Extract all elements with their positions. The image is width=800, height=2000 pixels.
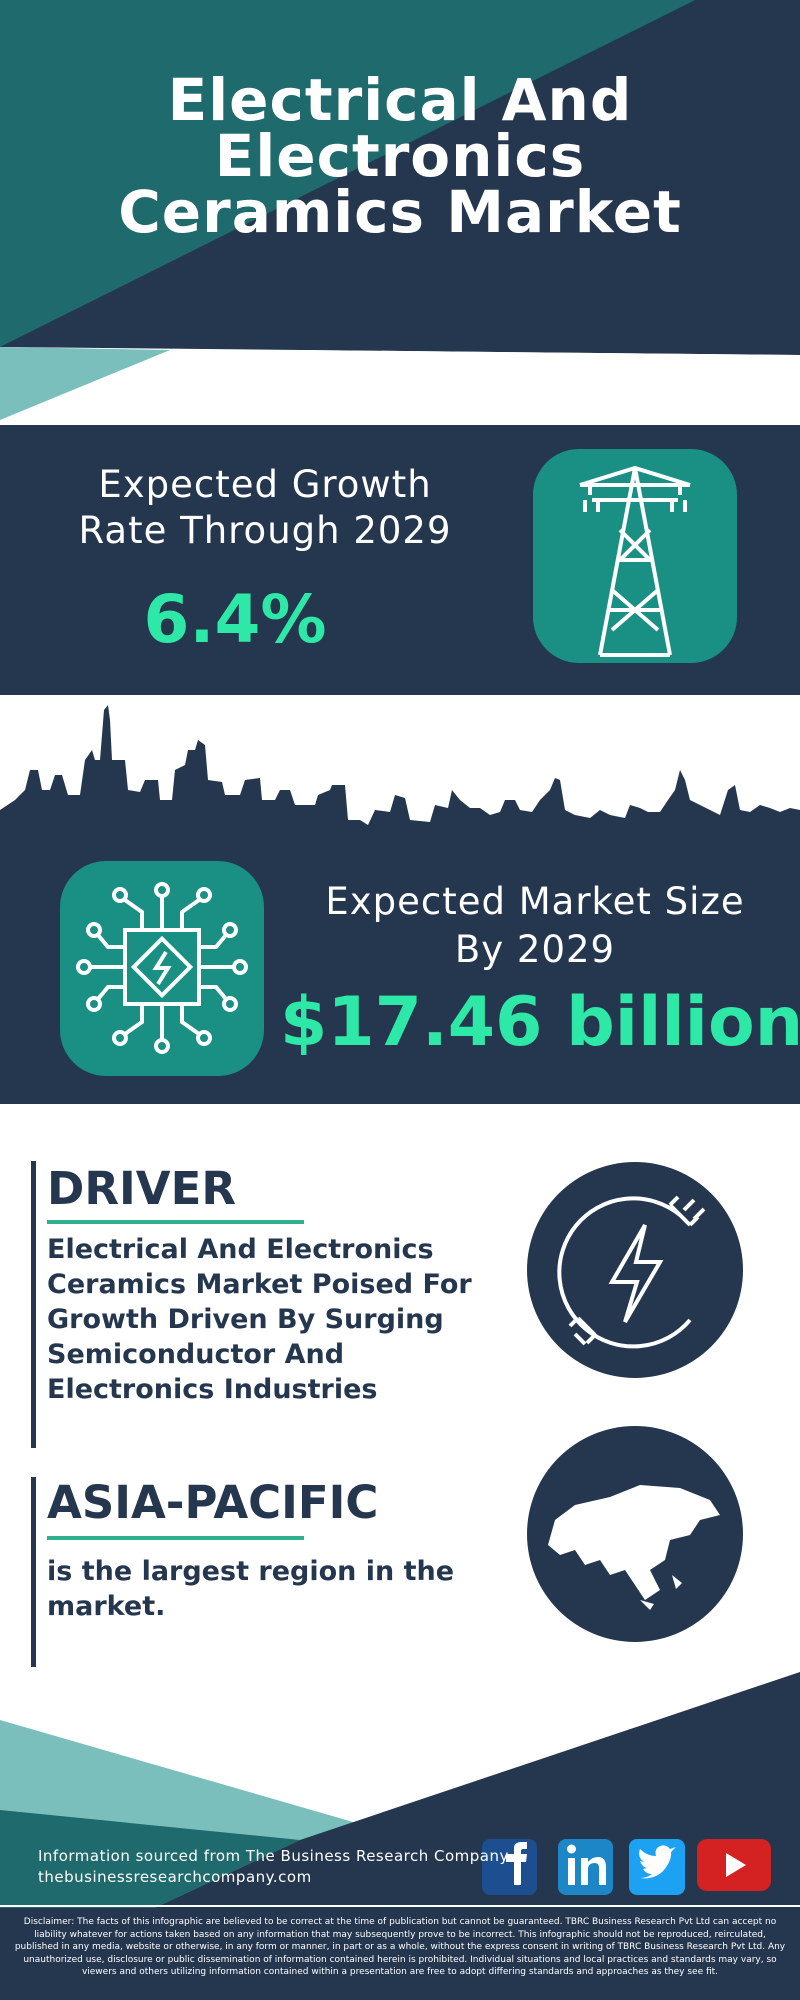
source-text: Information sourced from The Business Re… bbox=[38, 1847, 509, 1865]
social-facebook[interactable] bbox=[482, 1839, 537, 1895]
growth-value: 6.4% bbox=[143, 581, 327, 658]
driver-text: Electrical And Electronics Ceramics Mark… bbox=[47, 1234, 472, 1405]
white-band bbox=[0, 347, 800, 425]
market-size-label: Expected Market Size By 2029 bbox=[325, 880, 745, 971]
social-linkedin[interactable] bbox=[558, 1839, 613, 1895]
footer-rule bbox=[0, 1905, 800, 1907]
driver-icon bbox=[557, 1195, 706, 1349]
market-size-value: $17.46 billion bbox=[280, 983, 800, 1062]
driver-underline bbox=[47, 1220, 304, 1224]
driver-bar bbox=[31, 1161, 36, 1448]
region-underline bbox=[47, 1536, 304, 1540]
title: Electrical And Electronics Ceramics Mark… bbox=[118, 66, 682, 246]
tower-icon bbox=[579, 465, 691, 657]
chip-icon bbox=[76, 882, 248, 1054]
social-twitter[interactable] bbox=[629, 1839, 685, 1895]
skyline bbox=[0, 705, 800, 842]
social-youtube[interactable] bbox=[697, 1839, 771, 1891]
region-heading: ASIA-PACIFIC bbox=[47, 1476, 379, 1529]
asia-map bbox=[548, 1485, 720, 1610]
header-wedge bbox=[0, 0, 800, 355]
footer-teal bbox=[0, 1810, 300, 1910]
light-triangle bbox=[0, 347, 170, 420]
region-text: is the largest region in the market. bbox=[47, 1556, 455, 1622]
website[interactable]: thebusinessresearchcompany.com bbox=[38, 1868, 312, 1886]
tower-icon-box bbox=[533, 449, 737, 663]
disclaimer: Disclaimer: The facts of this infographi… bbox=[14, 1917, 786, 1977]
disclaimer-bg bbox=[0, 1908, 800, 2000]
growth-label: Expected Growth Rate Through 2029 bbox=[78, 463, 452, 552]
driver-heading: DRIVER bbox=[47, 1162, 236, 1215]
region-bar bbox=[31, 1477, 36, 1667]
